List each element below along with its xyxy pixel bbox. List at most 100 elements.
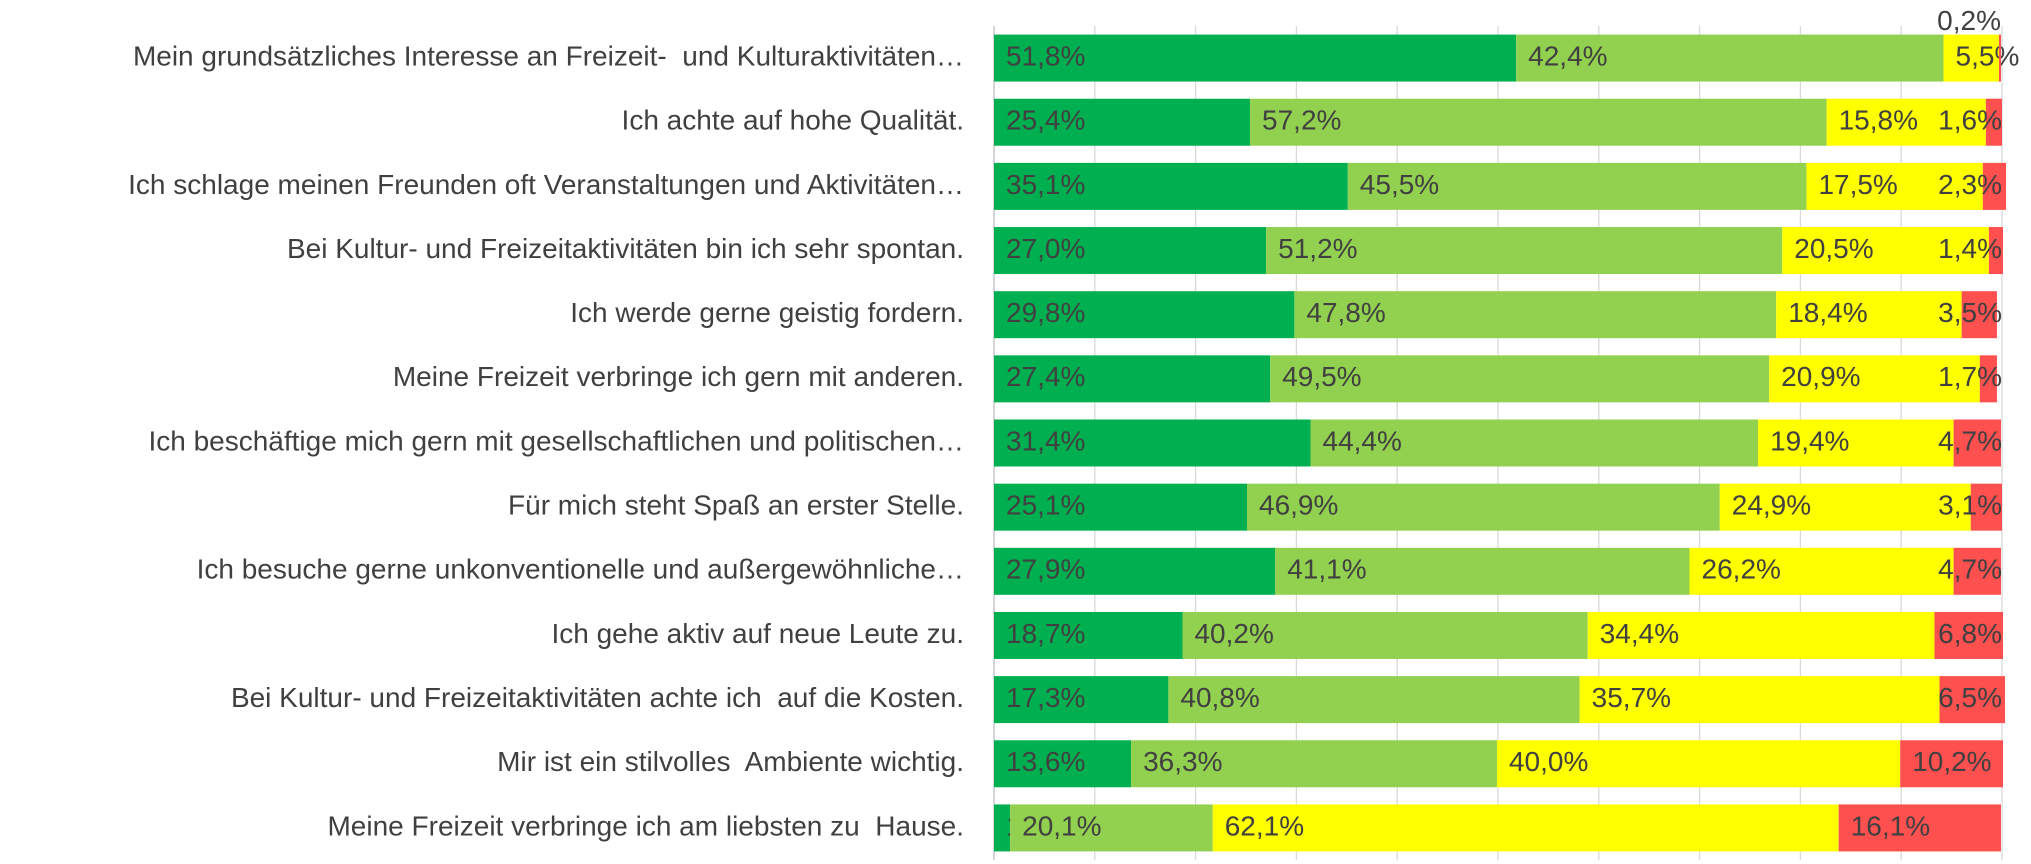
value-label: 25,1% bbox=[1006, 490, 1085, 521]
bar-segment bbox=[994, 676, 1169, 724]
bar-segment bbox=[1979, 355, 1997, 403]
bar-segment bbox=[1310, 419, 1759, 467]
value-label: 20,9% bbox=[1781, 361, 1860, 392]
value-label: 13,6% bbox=[1006, 746, 1085, 777]
bar-segment bbox=[1168, 676, 1580, 724]
value-label: 27,4% bbox=[1006, 361, 1085, 392]
value-label: 19,4% bbox=[1770, 425, 1849, 456]
bar-segment bbox=[1939, 676, 2006, 724]
y-tick-label: Meine Freizeit verbringe ich gern mit an… bbox=[393, 361, 964, 392]
bar-segment bbox=[994, 98, 1251, 146]
value-label: 17,3% bbox=[1006, 682, 1085, 713]
y-tick-label: Ich werde gerne geistig fordern. bbox=[570, 297, 964, 328]
value-label: 17,5% bbox=[1818, 169, 1897, 200]
value-label: 34,4% bbox=[1600, 618, 1679, 649]
y-tick-label: Ich gehe aktiv auf neue Leute zu. bbox=[551, 618, 964, 649]
bar-segment bbox=[1270, 355, 1770, 403]
bar-segment bbox=[1010, 804, 1213, 852]
value-label: 51,8% bbox=[1006, 40, 1085, 71]
value-label: 45,5% bbox=[1360, 169, 1439, 200]
value-label: 27,9% bbox=[1006, 554, 1085, 585]
y-tick-label: Ich achte auf hohe Qualität. bbox=[622, 105, 964, 136]
value-label: 36,3% bbox=[1143, 746, 1222, 777]
value-label: 24,9% bbox=[1732, 490, 1811, 521]
value-label: 49,5% bbox=[1282, 361, 1361, 392]
value-label: 41,1% bbox=[1287, 554, 1366, 585]
bar-segment bbox=[1250, 98, 1827, 146]
bar-segment bbox=[994, 740, 1132, 788]
y-tick-label: Meine Freizeit verbringe ich am liebsten… bbox=[327, 810, 964, 841]
y-tick-label: Mein grundsätzliches Interesse an Freize… bbox=[133, 40, 964, 71]
value-label: 1,4% bbox=[1938, 233, 2002, 264]
bar-segment bbox=[1131, 740, 1497, 788]
bar-segment bbox=[1579, 676, 1940, 724]
value-label: 35,1% bbox=[1006, 169, 1085, 200]
y-tick-label: Für mich steht Spaß an erster Stelle. bbox=[508, 490, 964, 521]
bar-segment bbox=[994, 483, 1248, 531]
value-label: 2,3% bbox=[1938, 169, 2002, 200]
bar-segment bbox=[1266, 227, 1783, 275]
value-label: 51,2% bbox=[1278, 233, 1357, 264]
value-label: 26,2% bbox=[1702, 554, 1781, 585]
y-tick-label: Ich schlage meinen Freunden oft Veransta… bbox=[128, 169, 964, 200]
value-label: 62,1% bbox=[1225, 810, 1304, 841]
value-label: 15,8% bbox=[1839, 105, 1918, 136]
value-label: 27,0% bbox=[1006, 233, 1085, 264]
bar-segment bbox=[1776, 291, 1962, 339]
value-label: 40,8% bbox=[1180, 682, 1259, 713]
y-tick-label: Ich beschäftige mich gern mit gesellscha… bbox=[148, 425, 964, 456]
value-label: 5,5% bbox=[1956, 40, 2020, 71]
bar-segment bbox=[1182, 611, 1588, 659]
bar-segment bbox=[1782, 227, 1989, 275]
value-label: 6,8% bbox=[1938, 618, 2002, 649]
value-label: 20,1% bbox=[1022, 810, 1101, 841]
bar-segment bbox=[1953, 547, 2001, 595]
value-label: 42,4% bbox=[1528, 40, 1607, 71]
bar-segment bbox=[1988, 227, 2004, 275]
bar-segment bbox=[1934, 611, 2004, 659]
bar-segment bbox=[1900, 740, 2004, 788]
value-label: 20,5% bbox=[1794, 233, 1873, 264]
value-label: 1,6% bbox=[1938, 105, 2002, 136]
y-tick-label: Ich besuche gerne unkonventionelle und a… bbox=[197, 554, 964, 585]
bar-segment bbox=[994, 355, 1271, 403]
value-label: 0,2% bbox=[1937, 5, 2001, 36]
bar-segment bbox=[1275, 547, 1690, 595]
bar-segment bbox=[994, 34, 1517, 82]
value-label: 44,4% bbox=[1323, 425, 1402, 456]
bar-segment bbox=[1838, 804, 2001, 852]
value-label: 3,5% bbox=[1938, 297, 2002, 328]
bar-segment bbox=[994, 611, 1183, 659]
value-label: 10,2% bbox=[1912, 746, 1991, 777]
bar-segment bbox=[1758, 419, 1954, 467]
bar-segment bbox=[1970, 483, 2002, 531]
bar-segment bbox=[1953, 419, 2001, 467]
value-label: 40,2% bbox=[1194, 618, 1273, 649]
value-label: 6,5% bbox=[1938, 682, 2002, 713]
bar-segment bbox=[1769, 355, 1980, 403]
value-label: 40,0% bbox=[1509, 746, 1588, 777]
bar-segment bbox=[1985, 98, 2002, 146]
bar-segment bbox=[994, 547, 1276, 595]
value-label: 31,4% bbox=[1006, 425, 1085, 456]
bar-segment bbox=[1982, 162, 2007, 210]
bar-segment bbox=[1516, 34, 1944, 82]
value-label: 3,1% bbox=[1938, 490, 2002, 521]
y-tick-label: Mir ist ein stilvolles Ambiente wichtig. bbox=[497, 746, 964, 777]
bar-segment bbox=[1247, 483, 1720, 531]
bar-segment bbox=[1496, 740, 1901, 788]
bar-segment bbox=[1347, 162, 1807, 210]
value-label: 4,7% bbox=[1938, 425, 2002, 456]
value-label: 18,4% bbox=[1788, 297, 1867, 328]
value-label: 46,9% bbox=[1259, 490, 1338, 521]
value-label: 47,8% bbox=[1306, 297, 1385, 328]
bar-segment bbox=[1587, 611, 1935, 659]
value-label: 25,4% bbox=[1006, 105, 1085, 136]
value-label: 16,1% bbox=[1851, 810, 1930, 841]
value-label: 35,7% bbox=[1592, 682, 1671, 713]
bar-segment bbox=[1689, 547, 1954, 595]
bar-segment bbox=[1212, 804, 1839, 852]
bar-segment bbox=[1806, 162, 1983, 210]
y-tick-label: Bei Kultur- und Freizeitaktivitäten bin … bbox=[287, 233, 964, 264]
